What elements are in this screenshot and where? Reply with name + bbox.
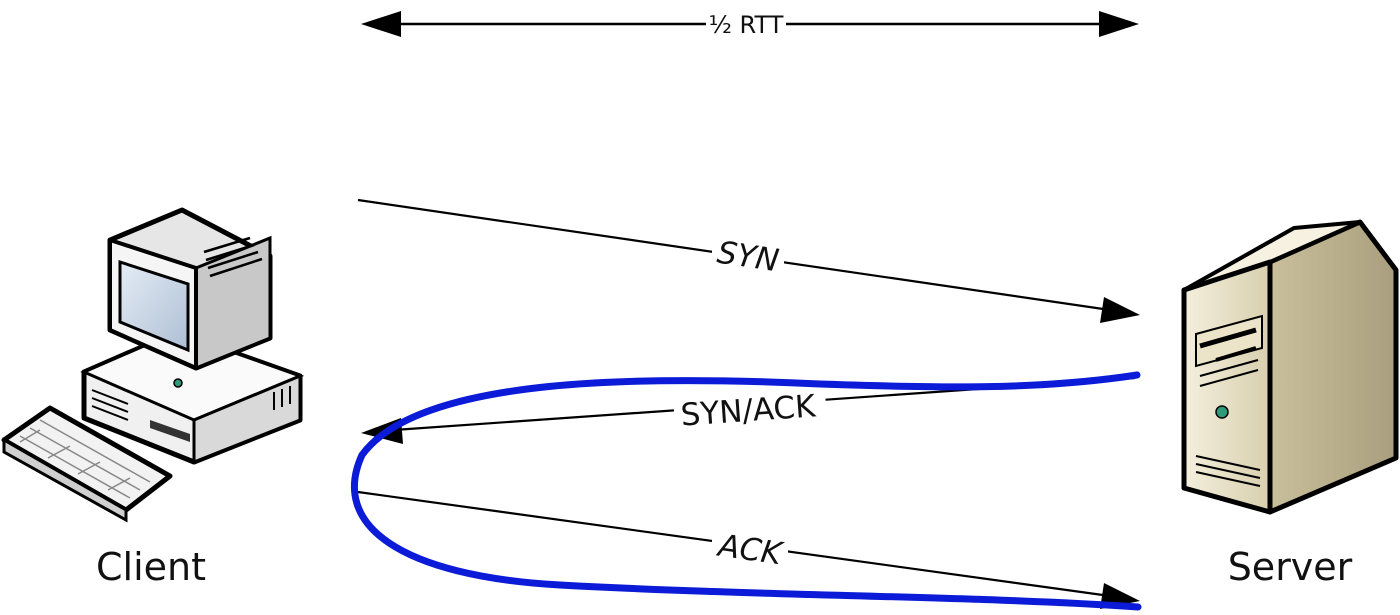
message-syn: SYN	[357, 198, 1140, 323]
syn-arrowhead	[1100, 297, 1140, 323]
desktop-computer-icon	[1, 207, 305, 523]
ack-label-bg	[712, 530, 788, 568]
highlight-curve	[350, 371, 1142, 611]
client-label: Client	[96, 545, 206, 589]
tower-server-icon	[1181, 219, 1399, 515]
syn-label-bg	[712, 236, 784, 274]
rtt-arrowhead-left	[361, 11, 401, 37]
syn-ack-label-bg	[672, 384, 828, 434]
rtt-arrowhead-right	[1099, 11, 1139, 37]
server-label: Server	[1228, 545, 1353, 589]
rtt-label: ½ RTT	[709, 11, 784, 39]
half-rtt-dimension: ½ RTT	[361, 11, 1139, 39]
syn-label: SYN	[715, 235, 781, 280]
